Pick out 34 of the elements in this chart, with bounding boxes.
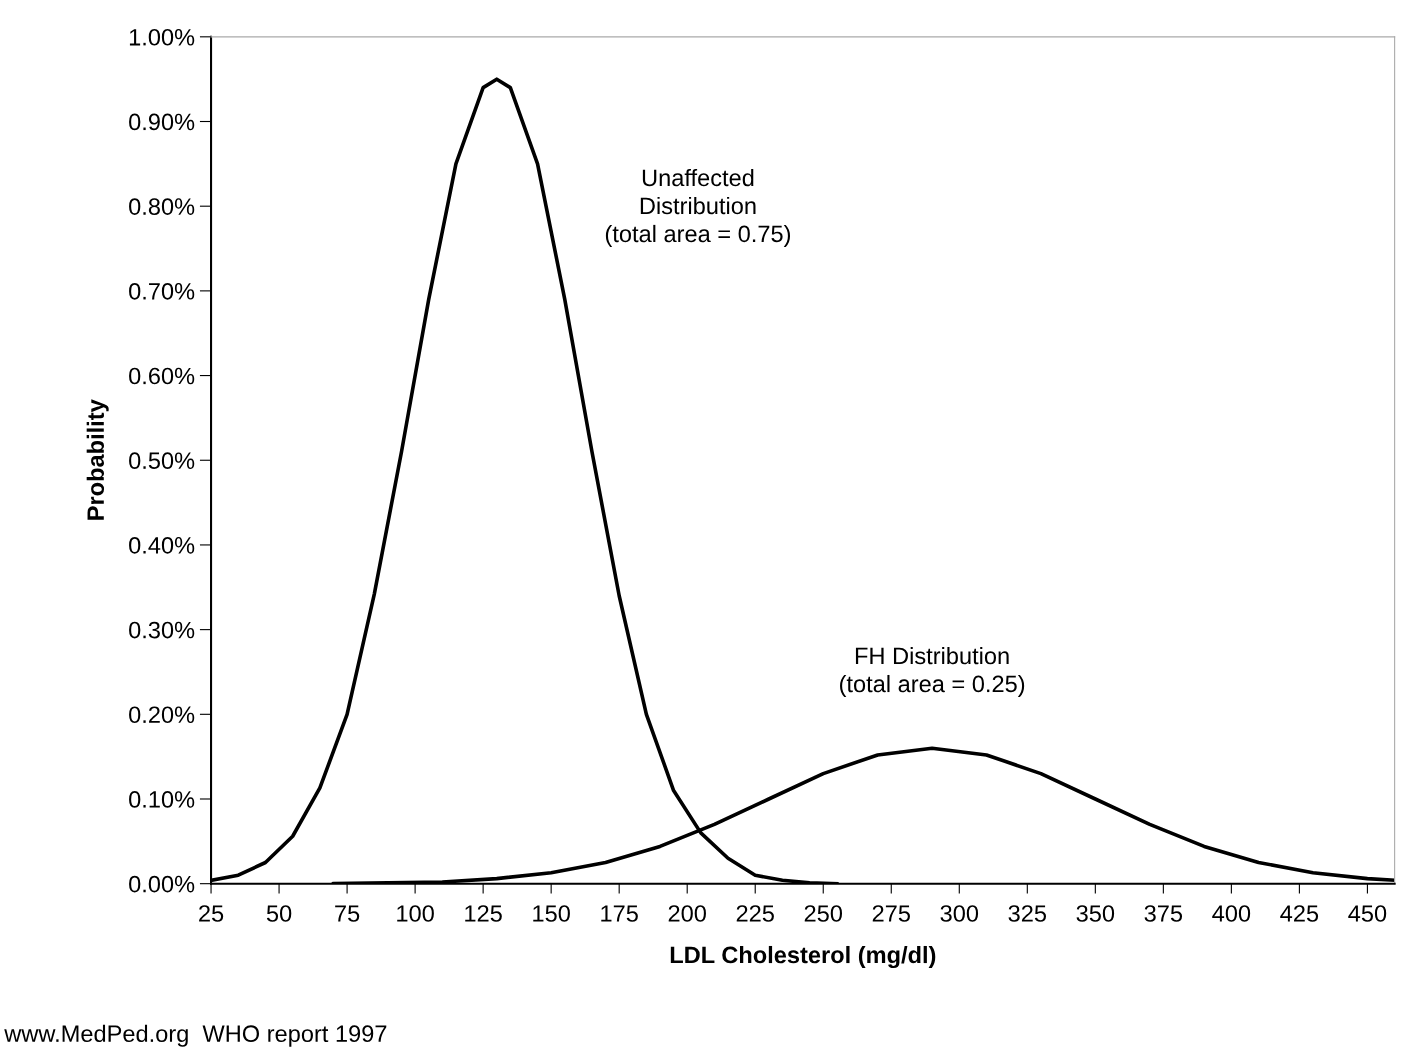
y-axis-title: Probability: [86, 399, 109, 520]
y-tick-label: 0.90%: [129, 113, 195, 131]
text: FH Distribution (total area = 0.25): [840, 646, 1025, 697]
text: www.MedPed.org WHO report 1997: [4, 1024, 387, 1047]
y-tick-label: 0.30%: [129, 621, 195, 639]
text: Unaffected Distribution (total area = 0.75): [605, 168, 791, 247]
x-tick-label: 350: [1076, 905, 1115, 922]
x-axis-title: LDL Cholesterol (mg/dl): [670, 945, 936, 969]
x-tick-label: 275: [872, 905, 910, 922]
y-tick-label: 0.40%: [129, 537, 195, 554]
y-tick-label: 0.70%: [129, 282, 195, 300]
y-tick-label: 0.60%: [129, 367, 195, 385]
y-tick-label: 0.00%: [129, 875, 195, 893]
x-tick-label: 325: [1008, 905, 1047, 922]
x-tick-label: 75: [335, 905, 360, 922]
x-tick-label: 300: [940, 905, 979, 922]
x-tick-label: 50: [266, 905, 292, 922]
x-tick-label: 125: [465, 905, 502, 922]
x-tick-label: 450: [1348, 905, 1387, 922]
x-tick-label: 225: [736, 905, 774, 922]
y-tick-label: 0.10%: [129, 791, 195, 808]
x-tick-label: 250: [804, 905, 843, 922]
x-tick-label: 400: [1212, 905, 1251, 922]
x-tick-label: 425: [1280, 905, 1319, 922]
x-tick-label: 100: [397, 905, 434, 922]
y-tick-label: 0.50%: [129, 452, 195, 470]
y-tick-label: 0.20%: [129, 706, 195, 724]
x-tick-label: 200: [668, 905, 706, 922]
x-tick-label: 175: [601, 905, 638, 922]
y-tick-label: 1.00%: [129, 28, 195, 46]
x-tick-label: 25: [199, 905, 224, 922]
x-tick-label: 375: [1144, 905, 1183, 922]
x-tick-label: 150: [533, 905, 570, 922]
y-tick-label: 0.80%: [129, 198, 195, 215]
